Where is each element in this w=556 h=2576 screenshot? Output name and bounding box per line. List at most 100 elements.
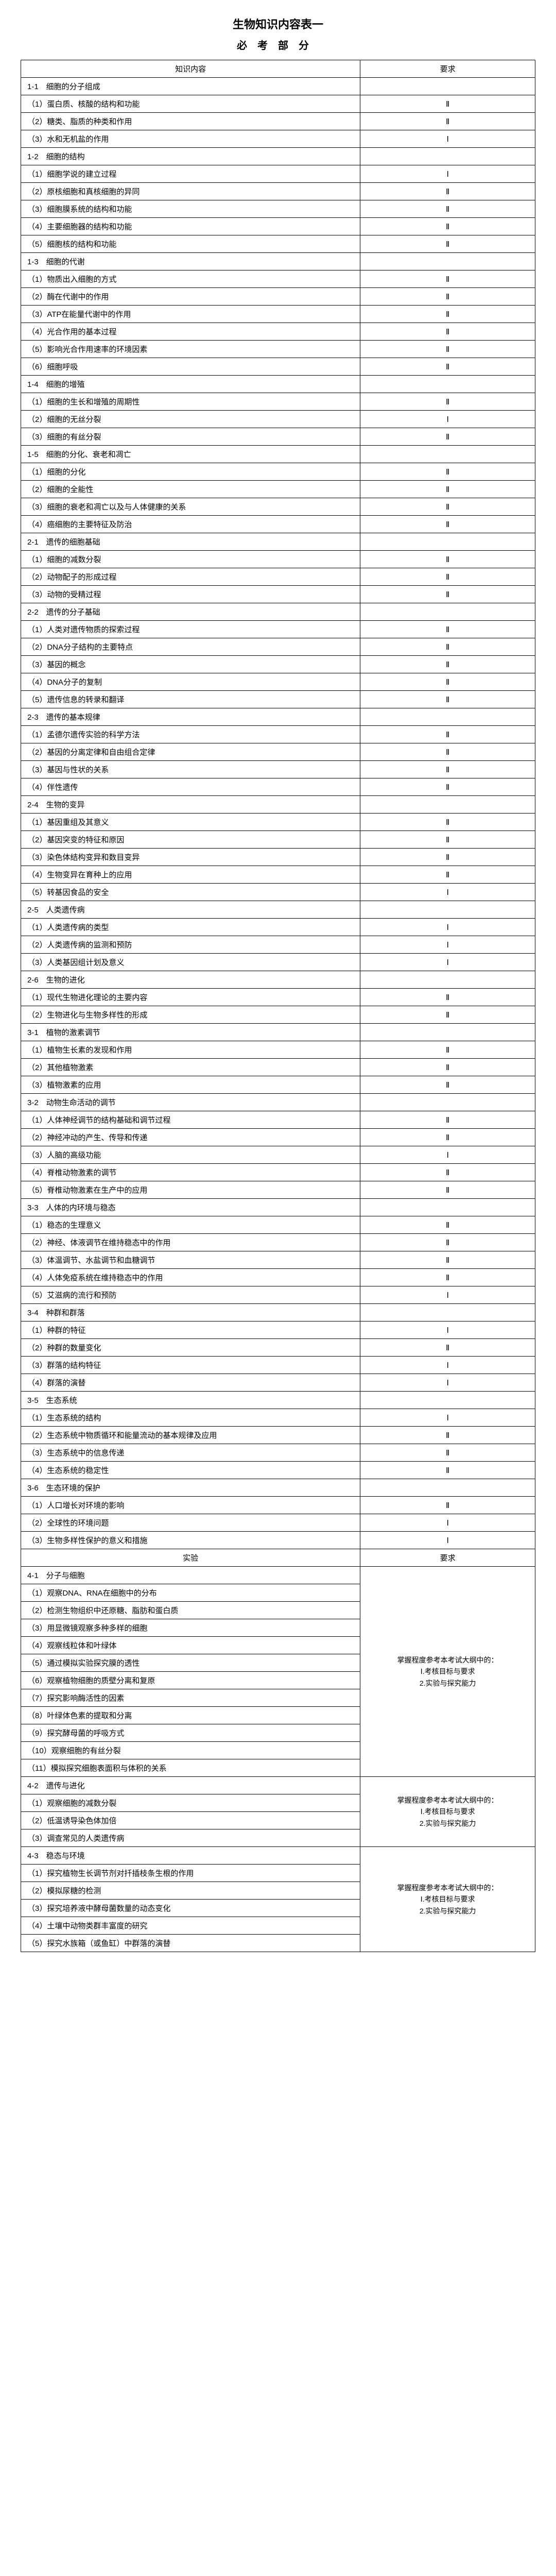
exp-item: （6）观察植物细胞的质壁分离和复原 [21,1672,360,1689]
content-item: （3）基因与性状的关系 [21,761,360,778]
section-req-empty [360,253,535,270]
subtitle: 必考部分 [21,37,535,52]
section-req-empty [360,533,535,551]
content-req: Ⅱ [360,463,535,481]
content-item: （2）基因的分离定律和自由组合定律 [21,743,360,761]
section-req-empty [360,148,535,165]
content-item: （5）遗传信息的转录和翻译 [21,691,360,708]
section-header: 2-6 生物的进化 [21,971,360,989]
content-req: Ⅱ [360,656,535,673]
content-item: （2）生态系统中物质循环和能量流动的基本规律及应用 [21,1427,360,1444]
content-item: （3）基因的概念 [21,656,360,673]
content-req: Ⅱ [360,235,535,253]
section-header: 3-1 植物的激素调节 [21,1024,360,1041]
content-req: Ⅱ [360,323,535,341]
content-req: Ⅱ [360,1129,535,1146]
exp-item: （3）调查常见的人类遗传病 [21,1829,360,1847]
section-header: 3-4 种群和群落 [21,1304,360,1321]
content-item: （4）主要细胞器的结构和功能 [21,218,360,235]
content-item: （1）现代生物进化理论的主要内容 [21,989,360,1006]
content-req: Ⅱ [360,428,535,446]
content-item: （4）伴性遗传 [21,778,360,796]
content-item: （5）影响光合作用速率的环境因素 [21,341,360,358]
content-item: （2）神经、体液调节在维持稳态中的作用 [21,1234,360,1251]
content-req: Ⅰ [360,165,535,183]
header-req: 要求 [360,60,535,78]
exp-item: （7）探究影响酶活性的因素 [21,1689,360,1707]
exp-section-header: 4-1 分子与细胞 [21,1567,360,1584]
exp-item: （11）模拟探究细胞表面积与体积的关系 [21,1759,360,1777]
content-req: Ⅱ [360,218,535,235]
section-header: 3-3 人体的内环境与稳态 [21,1199,360,1216]
content-req: Ⅰ [360,1514,535,1532]
content-item: （1）生态系统的结构 [21,1409,360,1427]
content-req: Ⅱ [360,989,535,1006]
content-item: （3）ATP在能量代谢中的作用 [21,306,360,323]
content-item: （3）人类基因组计划及意义 [21,954,360,971]
content-req: Ⅱ [360,673,535,691]
exp-item: （1）观察DNA、RNA在细胞中的分布 [21,1584,360,1602]
content-item: （1）植物生长素的发现和作用 [21,1041,360,1059]
section-req-empty [360,971,535,989]
content-req: Ⅱ [360,498,535,516]
content-item: （1）蛋白质、核酸的结构和功能 [21,95,360,113]
content-item: （3）人脑的高级功能 [21,1146,360,1164]
content-item: （3）生态系统中的信息传递 [21,1444,360,1462]
section-header: 1-4 细胞的增殖 [21,376,360,393]
content-req: Ⅱ [360,306,535,323]
content-req: Ⅰ [360,936,535,954]
content-req: Ⅱ [360,1462,535,1479]
content-item: （2）DNA分子结构的主要特点 [21,638,360,656]
content-req: Ⅱ [360,638,535,656]
exp-item: （5）通过模拟实验探究膜的透性 [21,1654,360,1672]
section-req-empty [360,1199,535,1216]
section-header: 1-3 细胞的代谢 [21,253,360,270]
content-item: （3）动物的受精过程 [21,586,360,603]
content-item: （4）DNA分子的复制 [21,673,360,691]
content-req: Ⅱ [360,1269,535,1286]
exp-item: （9）探究酵母菌的呼吸方式 [21,1724,360,1742]
content-item: （4）人体免疫系统在维持稳态中的作用 [21,1269,360,1286]
content-req: Ⅱ [360,1497,535,1514]
content-req: Ⅱ [360,691,535,708]
content-item: （2）其他植物激素 [21,1059,360,1076]
exp-item: （10）观察细胞的有丝分裂 [21,1742,360,1759]
section-req-empty [360,901,535,919]
content-req: Ⅱ [360,393,535,411]
section-header: 3-6 生态环境的保护 [21,1479,360,1497]
content-req: Ⅱ [360,568,535,586]
content-req: Ⅱ [360,1216,535,1234]
content-req: Ⅱ [360,270,535,288]
section-req-empty [360,1304,535,1321]
section-req-empty [360,446,535,463]
content-item: （1）孟德尔遗传实验的科学方法 [21,726,360,743]
exp-header-req: 要求 [360,1549,535,1567]
content-req: Ⅱ [360,831,535,849]
content-item: （4）癌细胞的主要特征及防治 [21,516,360,533]
content-req: Ⅱ [360,1427,535,1444]
content-req: Ⅰ [360,1532,535,1549]
content-item: （2）生物进化与生物多样性的形成 [21,1006,360,1024]
content-item: （1）细胞的减数分裂 [21,551,360,568]
content-req: Ⅰ [360,1357,535,1374]
content-item: （2）细胞的无丝分裂 [21,411,360,428]
content-req: Ⅱ [360,1076,535,1094]
content-req: Ⅰ [360,1321,535,1339]
content-item: （1）人体神经调节的结构基础和调节过程 [21,1111,360,1129]
content-item: （2）糖类、脂质的种类和作用 [21,113,360,130]
content-req: Ⅱ [360,1059,535,1076]
content-item: （6）细胞呼吸 [21,358,360,376]
main-title: 生物知识内容表一 [21,15,535,32]
content-req: Ⅱ [360,1164,535,1181]
content-req: Ⅰ [360,919,535,936]
content-item: （3）细胞的有丝分裂 [21,428,360,446]
content-item: （3）细胞膜系统的结构和功能 [21,200,360,218]
content-item: （3）体温调节、水盐调节和血糖调节 [21,1251,360,1269]
content-req: Ⅱ [360,551,535,568]
exp-item: （2）低温诱导染色体加倍 [21,1812,360,1829]
section-req-empty [360,603,535,621]
content-item: （2）基因突变的特征和原因 [21,831,360,849]
section-header: 2-2 遗传的分子基础 [21,603,360,621]
content-req: Ⅱ [360,1339,535,1357]
content-item: （1）种群的特征 [21,1321,360,1339]
